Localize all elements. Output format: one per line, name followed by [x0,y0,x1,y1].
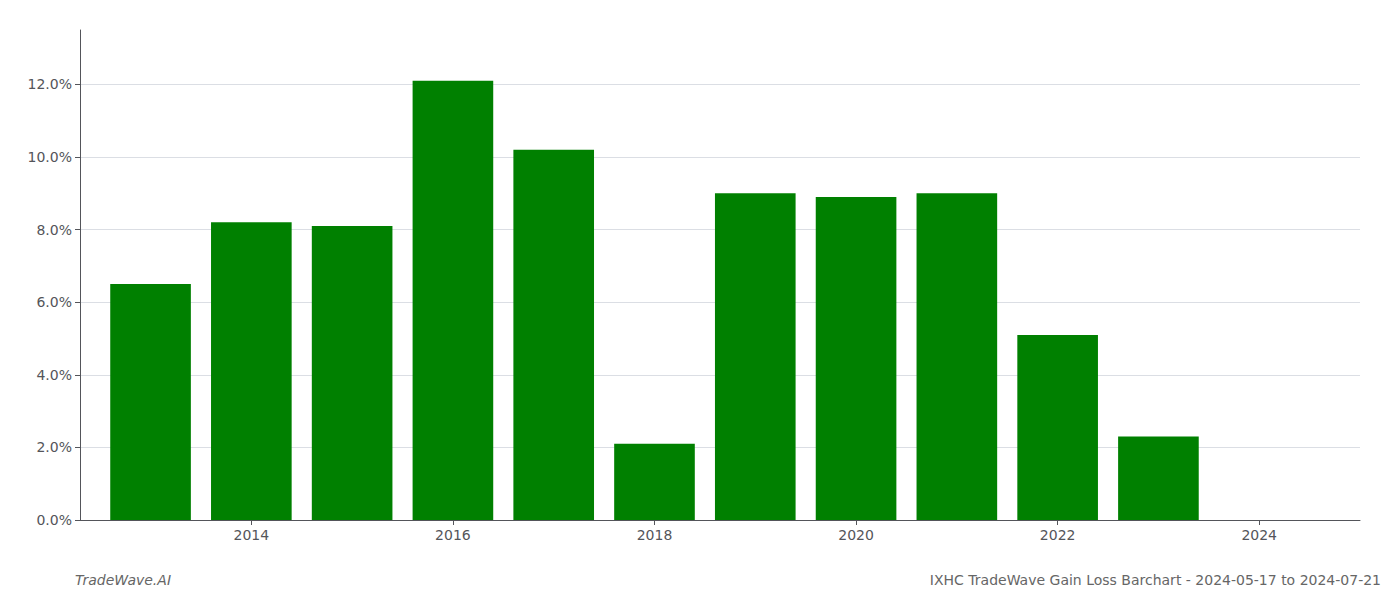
svg-text:2014: 2014 [234,527,270,543]
svg-text:2020: 2020 [838,527,874,543]
svg-text:6.0%: 6.0% [36,294,72,310]
svg-text:TradeWave.AI: TradeWave.AI [75,572,171,588]
svg-text:2.0%: 2.0% [36,439,72,455]
svg-text:12.0%: 12.0% [28,76,72,92]
svg-text:0.0%: 0.0% [36,512,72,528]
svg-text:8.0%: 8.0% [36,222,72,238]
svg-text:2024: 2024 [1241,527,1277,543]
svg-text:2018: 2018 [637,527,673,543]
svg-text:4.0%: 4.0% [36,367,72,383]
svg-text:2022: 2022 [1040,527,1076,543]
svg-text:IXHC TradeWave Gain Loss Barch: IXHC TradeWave Gain Loss Barchart - 2024… [930,572,1381,588]
svg-text:2016: 2016 [435,527,471,543]
svg-text:10.0%: 10.0% [28,149,72,165]
